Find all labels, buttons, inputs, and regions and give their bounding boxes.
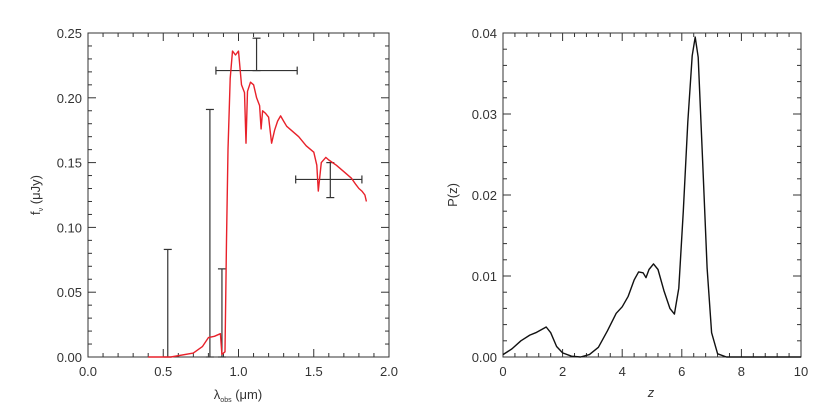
sed-panel: 0.0 0.5 1.0 1.5 2.00.000.050.100.150.200.25 … bbox=[28, 26, 398, 404]
pz-x-tick-label: 4 bbox=[619, 364, 626, 379]
sed-y-label-unit: (μJy) bbox=[28, 175, 43, 208]
sed-spectrum bbox=[148, 50, 368, 358]
sed-x-tick-label: 0.5 bbox=[154, 364, 172, 379]
sed-error-bars bbox=[163, 37, 363, 358]
pz-y-axis-title: P(z) bbox=[445, 183, 460, 207]
sed-plot-frame bbox=[87, 32, 390, 358]
pz-y-tick-label: 0.02 bbox=[472, 188, 497, 203]
sed-x-label-symbol: λ bbox=[214, 387, 221, 402]
sed-x-tick-label: 2.0 bbox=[380, 364, 398, 379]
sed-x-axis-title: λobs (μm) bbox=[214, 387, 262, 404]
sed-y-label-symbol: f bbox=[28, 211, 43, 215]
sed-y-tick-label: 0.15 bbox=[57, 156, 82, 171]
pz-y-tick-label: 0.01 bbox=[472, 269, 497, 284]
pz-x-tick-label: 10 bbox=[794, 364, 808, 379]
sed-axes: 0.0 0.5 1.0 1.5 2.0 0.00 0.05 0.10 0.15 0.20 0.25 bbox=[57, 26, 398, 379]
pz-y-tick-label: 0.04 bbox=[472, 26, 497, 41]
pz-x-tick-label: 6 bbox=[678, 364, 685, 379]
sed-x-tick-label: 0.0 bbox=[79, 364, 97, 379]
pz-x-tick-label: 8 bbox=[738, 364, 745, 379]
sed-x-label-sub: obs bbox=[220, 397, 232, 404]
pz-series-line bbox=[502, 36, 801, 358]
pz-curve bbox=[502, 36, 801, 358]
pz-axes: 0 2 4 6 8 10 0.00 0.01 0.02 0.03 0.04 bbox=[472, 26, 809, 379]
sed-y-tick-label: 0.20 bbox=[57, 91, 82, 106]
sed-x-tick-label: 1.0 bbox=[229, 364, 247, 379]
sed-y-label-sub: ν bbox=[38, 207, 45, 211]
pz-panel: 0 2 4 6 8 10 0.00 0.01 0.02 0.03 0.04 P(z) z bbox=[445, 26, 808, 400]
pz-y-tick-label: 0.00 bbox=[472, 350, 497, 365]
sed-y-tick-label: 0.05 bbox=[57, 285, 82, 300]
sed-y-tick-label: 0.25 bbox=[57, 26, 82, 41]
sed-series-line bbox=[148, 50, 368, 358]
sed-y-tick-label: 0.10 bbox=[57, 220, 82, 235]
sed-y-axis-title: fν (μJy) bbox=[28, 175, 45, 215]
pz-x-axis-title: z bbox=[647, 385, 655, 400]
pz-y-tick-label: 0.03 bbox=[472, 107, 497, 122]
pz-x-tick-label: 0 bbox=[499, 364, 506, 379]
sed-x-label-unit: (μm) bbox=[232, 387, 263, 402]
pz-x-tick-label: 2 bbox=[559, 364, 566, 379]
sed-y-tick-label: 0.00 bbox=[57, 350, 82, 365]
pz-plot-frame bbox=[502, 32, 802, 358]
sed-x-tick-label: 1.5 bbox=[305, 364, 323, 379]
